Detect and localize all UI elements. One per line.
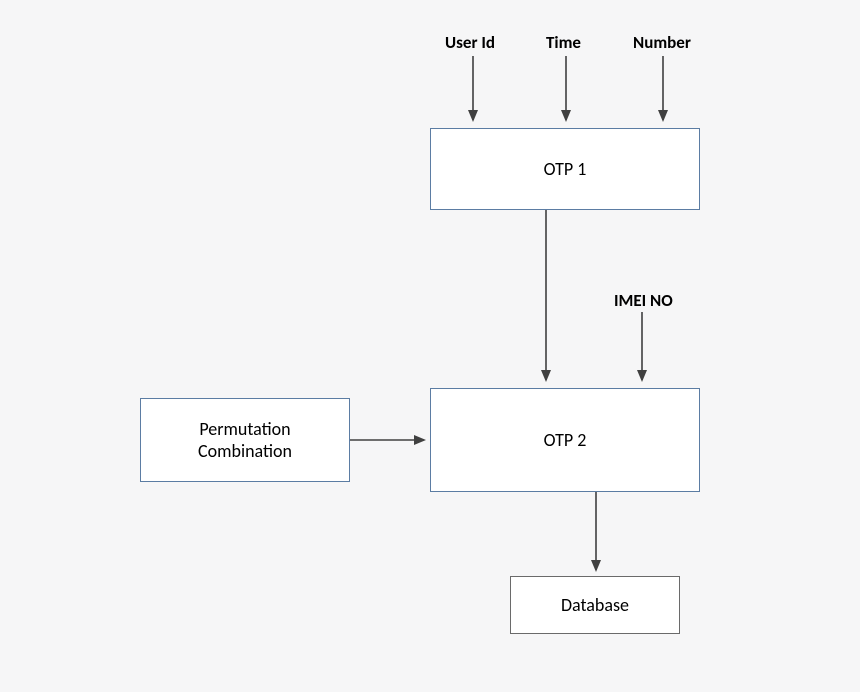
label-user-id: User Id (445, 32, 495, 53)
node-otp1: OTP 1 (430, 128, 700, 210)
node-database: Database (510, 576, 680, 634)
node-otp1-text: OTP 1 (544, 158, 587, 180)
label-number: Number (633, 32, 691, 53)
label-time: Time (546, 32, 581, 53)
node-database-text: Database (561, 594, 629, 616)
node-otp2-text: OTP 2 (544, 429, 587, 451)
label-imei-no: IMEI NO (614, 290, 673, 311)
arrows-layer (0, 0, 860, 692)
node-permutation-combination: Permutation Combination (140, 398, 350, 482)
diagram-canvas: User Id Time Number IMEI NO OTP 1 Permut… (0, 0, 860, 692)
node-otp2: OTP 2 (430, 388, 700, 492)
node-perm-text: Permutation Combination (198, 418, 292, 462)
